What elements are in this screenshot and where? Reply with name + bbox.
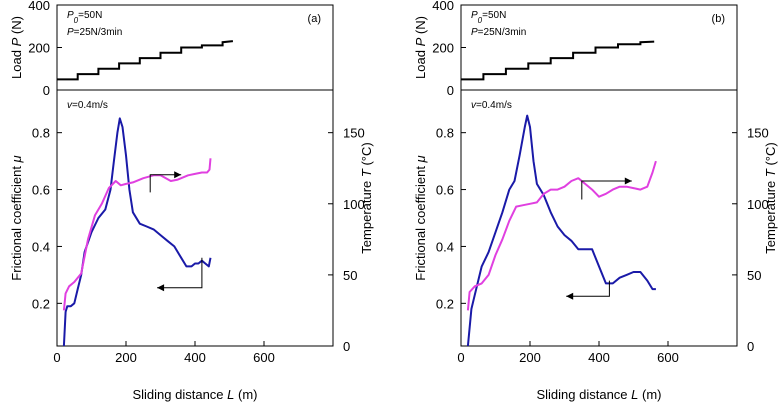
temperature-series-line [62, 158, 212, 311]
friction-series-line [62, 117, 212, 347]
load-y-tick-label: 200 [432, 41, 454, 56]
load-series-line [57, 40, 234, 81]
load-y-zero-label: 0 [447, 83, 454, 98]
arrow-to-temperature-axis [581, 180, 632, 200]
panel-label: (a) [308, 13, 321, 25]
panel-a: 200 400 P0=50N P=25N/3min (a) Load P (N) 0 200 4… [9, 0, 374, 402]
panel-b: 200 400 P0=50N P=25N/3min (b) Load P (N) 0 200 4… [413, 0, 778, 402]
right-y-tick-label: 0 [343, 339, 350, 354]
friction-series-line [466, 114, 656, 347]
arrow-head [566, 292, 574, 300]
load-y-tick-label: 200 [28, 41, 50, 56]
x-axis-label: Sliding distance L (m) [132, 387, 257, 402]
load-y-tick-label: 400 [432, 0, 454, 13]
load-y-tick-label: 400 [28, 0, 50, 13]
left-y-axis-label: Frictional coefficient μ [9, 155, 24, 280]
right-y-tick-label: 0 [747, 339, 754, 354]
left-y-tick-label: 0.6 [436, 183, 454, 198]
right-y-tick-label: 150 [343, 126, 365, 141]
load-y-axis-label: Load P (N) [9, 16, 24, 79]
load-initial-annotation: P0=50N [67, 10, 102, 25]
x-tick-label: 0 [53, 350, 60, 365]
left-y-tick-label: 0.2 [32, 296, 50, 311]
x-tick-label: 200 [115, 350, 137, 365]
right-y-tick-label: 150 [747, 126, 769, 141]
right-y-axis-label: Temperature T (°C) [763, 142, 778, 253]
left-y-tick-label: 0.2 [436, 296, 454, 311]
left-y-tick-label: 0.6 [32, 183, 50, 198]
left-y-tick-label: 0.8 [436, 126, 454, 141]
arrow-head [157, 284, 165, 292]
x-tick-label: 200 [519, 350, 541, 365]
right-y-tick-label: 100 [343, 197, 365, 212]
speed-annotation: v=0.4m/s [67, 100, 108, 111]
left-y-tick-label: 0.4 [32, 239, 50, 254]
left-y-tick-label: 0.4 [436, 239, 454, 254]
left-y-tick-label: 0.8 [32, 126, 50, 141]
speed-annotation: v=0.4m/s [471, 100, 512, 111]
right-y-axis-label: Temperature T (°C) [359, 142, 374, 253]
panel-label: (b) [712, 13, 725, 25]
load-y-zero-label: 0 [43, 83, 50, 98]
load-y-axis-label: Load P (N) [413, 16, 428, 79]
x-tick-label: 0 [457, 350, 464, 365]
arrow-to-temperature-axis [149, 174, 182, 193]
temperature-series-line [466, 160, 657, 311]
arrow-to-friction-axis [157, 257, 203, 289]
x-tick-label: 600 [253, 350, 275, 365]
right-y-tick-label: 50 [343, 268, 357, 283]
main-plot-frame [460, 89, 738, 347]
load-rate-annotation: P=25N/3min [67, 27, 122, 38]
load-rate-annotation: P=25N/3min [471, 27, 526, 38]
x-axis-label: Sliding distance L (m) [536, 387, 661, 402]
right-y-tick-label: 100 [747, 197, 769, 212]
arrow-head [174, 171, 182, 179]
left-y-axis-label: Frictional coefficient μ [413, 155, 428, 280]
load-series-line [461, 40, 655, 81]
right-y-tick-label: 50 [747, 268, 761, 283]
x-tick-label: 400 [588, 350, 610, 365]
x-tick-label: 400 [184, 350, 206, 365]
load-initial-annotation: P0=50N [471, 10, 506, 25]
arrow-to-friction-axis [566, 280, 610, 297]
arrow-head [624, 177, 632, 185]
x-tick-label: 600 [657, 350, 679, 365]
